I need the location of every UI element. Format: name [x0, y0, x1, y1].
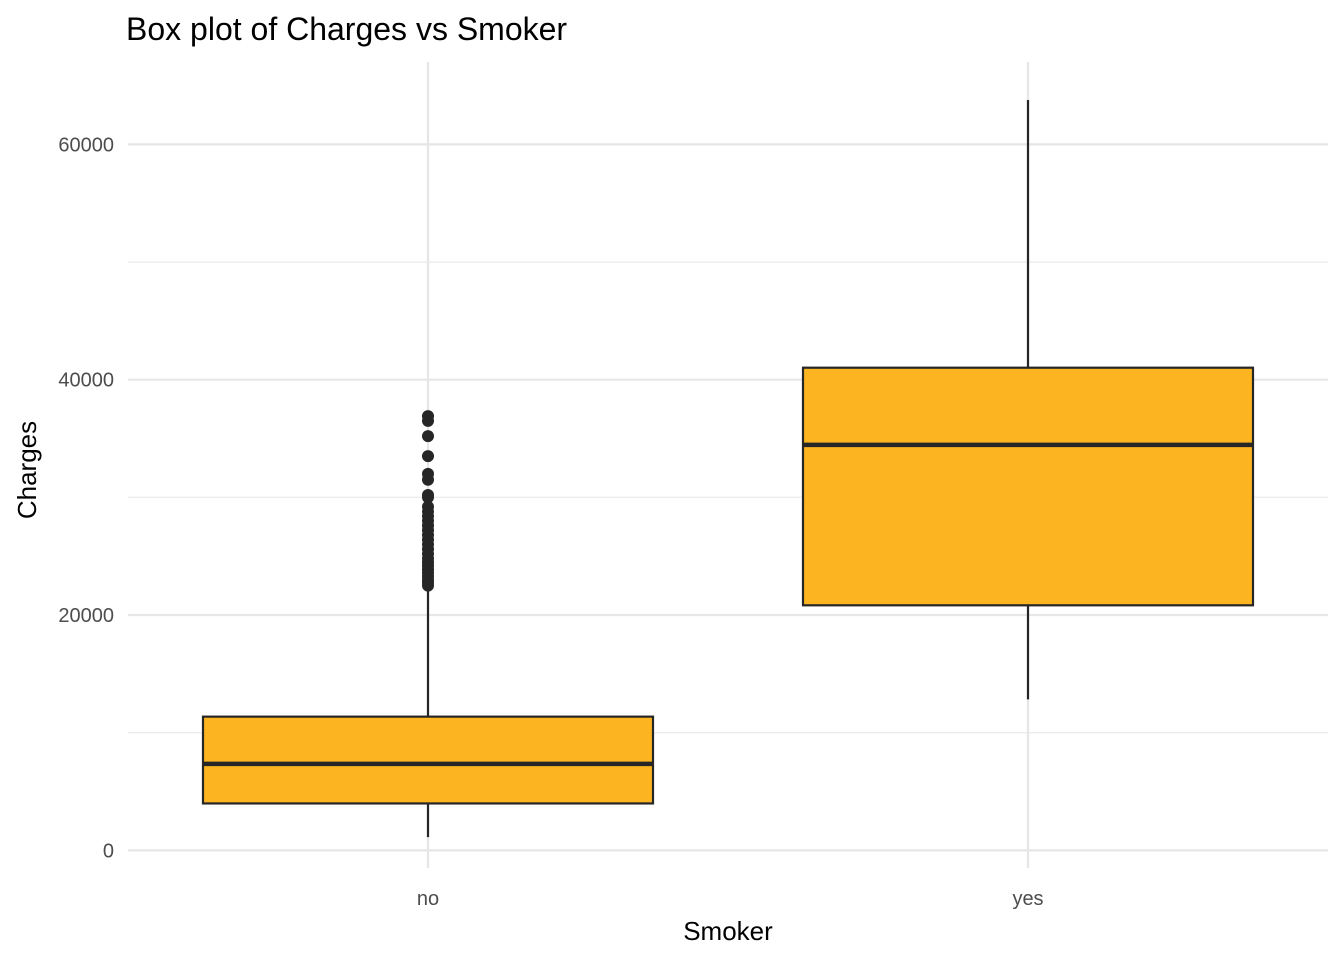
- y-tick-label-2: 40000: [58, 370, 114, 392]
- chart-title: Box plot of Charges vs Smoker: [126, 11, 567, 47]
- y-tick-label-1: 20000: [58, 605, 114, 627]
- y-tick-label-3: 60000: [58, 134, 114, 156]
- x-tick-label-no: no: [417, 888, 439, 910]
- iqr-box-no: [201, 715, 655, 805]
- outlier-point-no-25: [422, 430, 434, 443]
- outlier-point-no-19: [422, 500, 434, 513]
- boxes-layer: [201, 100, 1255, 838]
- y-tick-label-0: 0: [103, 840, 114, 862]
- outlier-point-no-27: [422, 410, 434, 423]
- box-yes: [801, 100, 1255, 700]
- x-tick-labels: no yes: [417, 888, 1044, 910]
- x-axis-title: Smoker: [683, 916, 773, 946]
- iqr-box-yes: [801, 366, 1255, 607]
- y-axis-title: Charges: [12, 421, 42, 519]
- outlier-point-no-24: [422, 450, 434, 463]
- box-no: [201, 410, 655, 838]
- y-tick-labels: 0 20000 40000 60000: [58, 134, 114, 862]
- outlier-point-no-21: [422, 489, 434, 502]
- outlier-point-no-23: [422, 467, 434, 480]
- x-tick-label-yes: yes: [1012, 888, 1043, 910]
